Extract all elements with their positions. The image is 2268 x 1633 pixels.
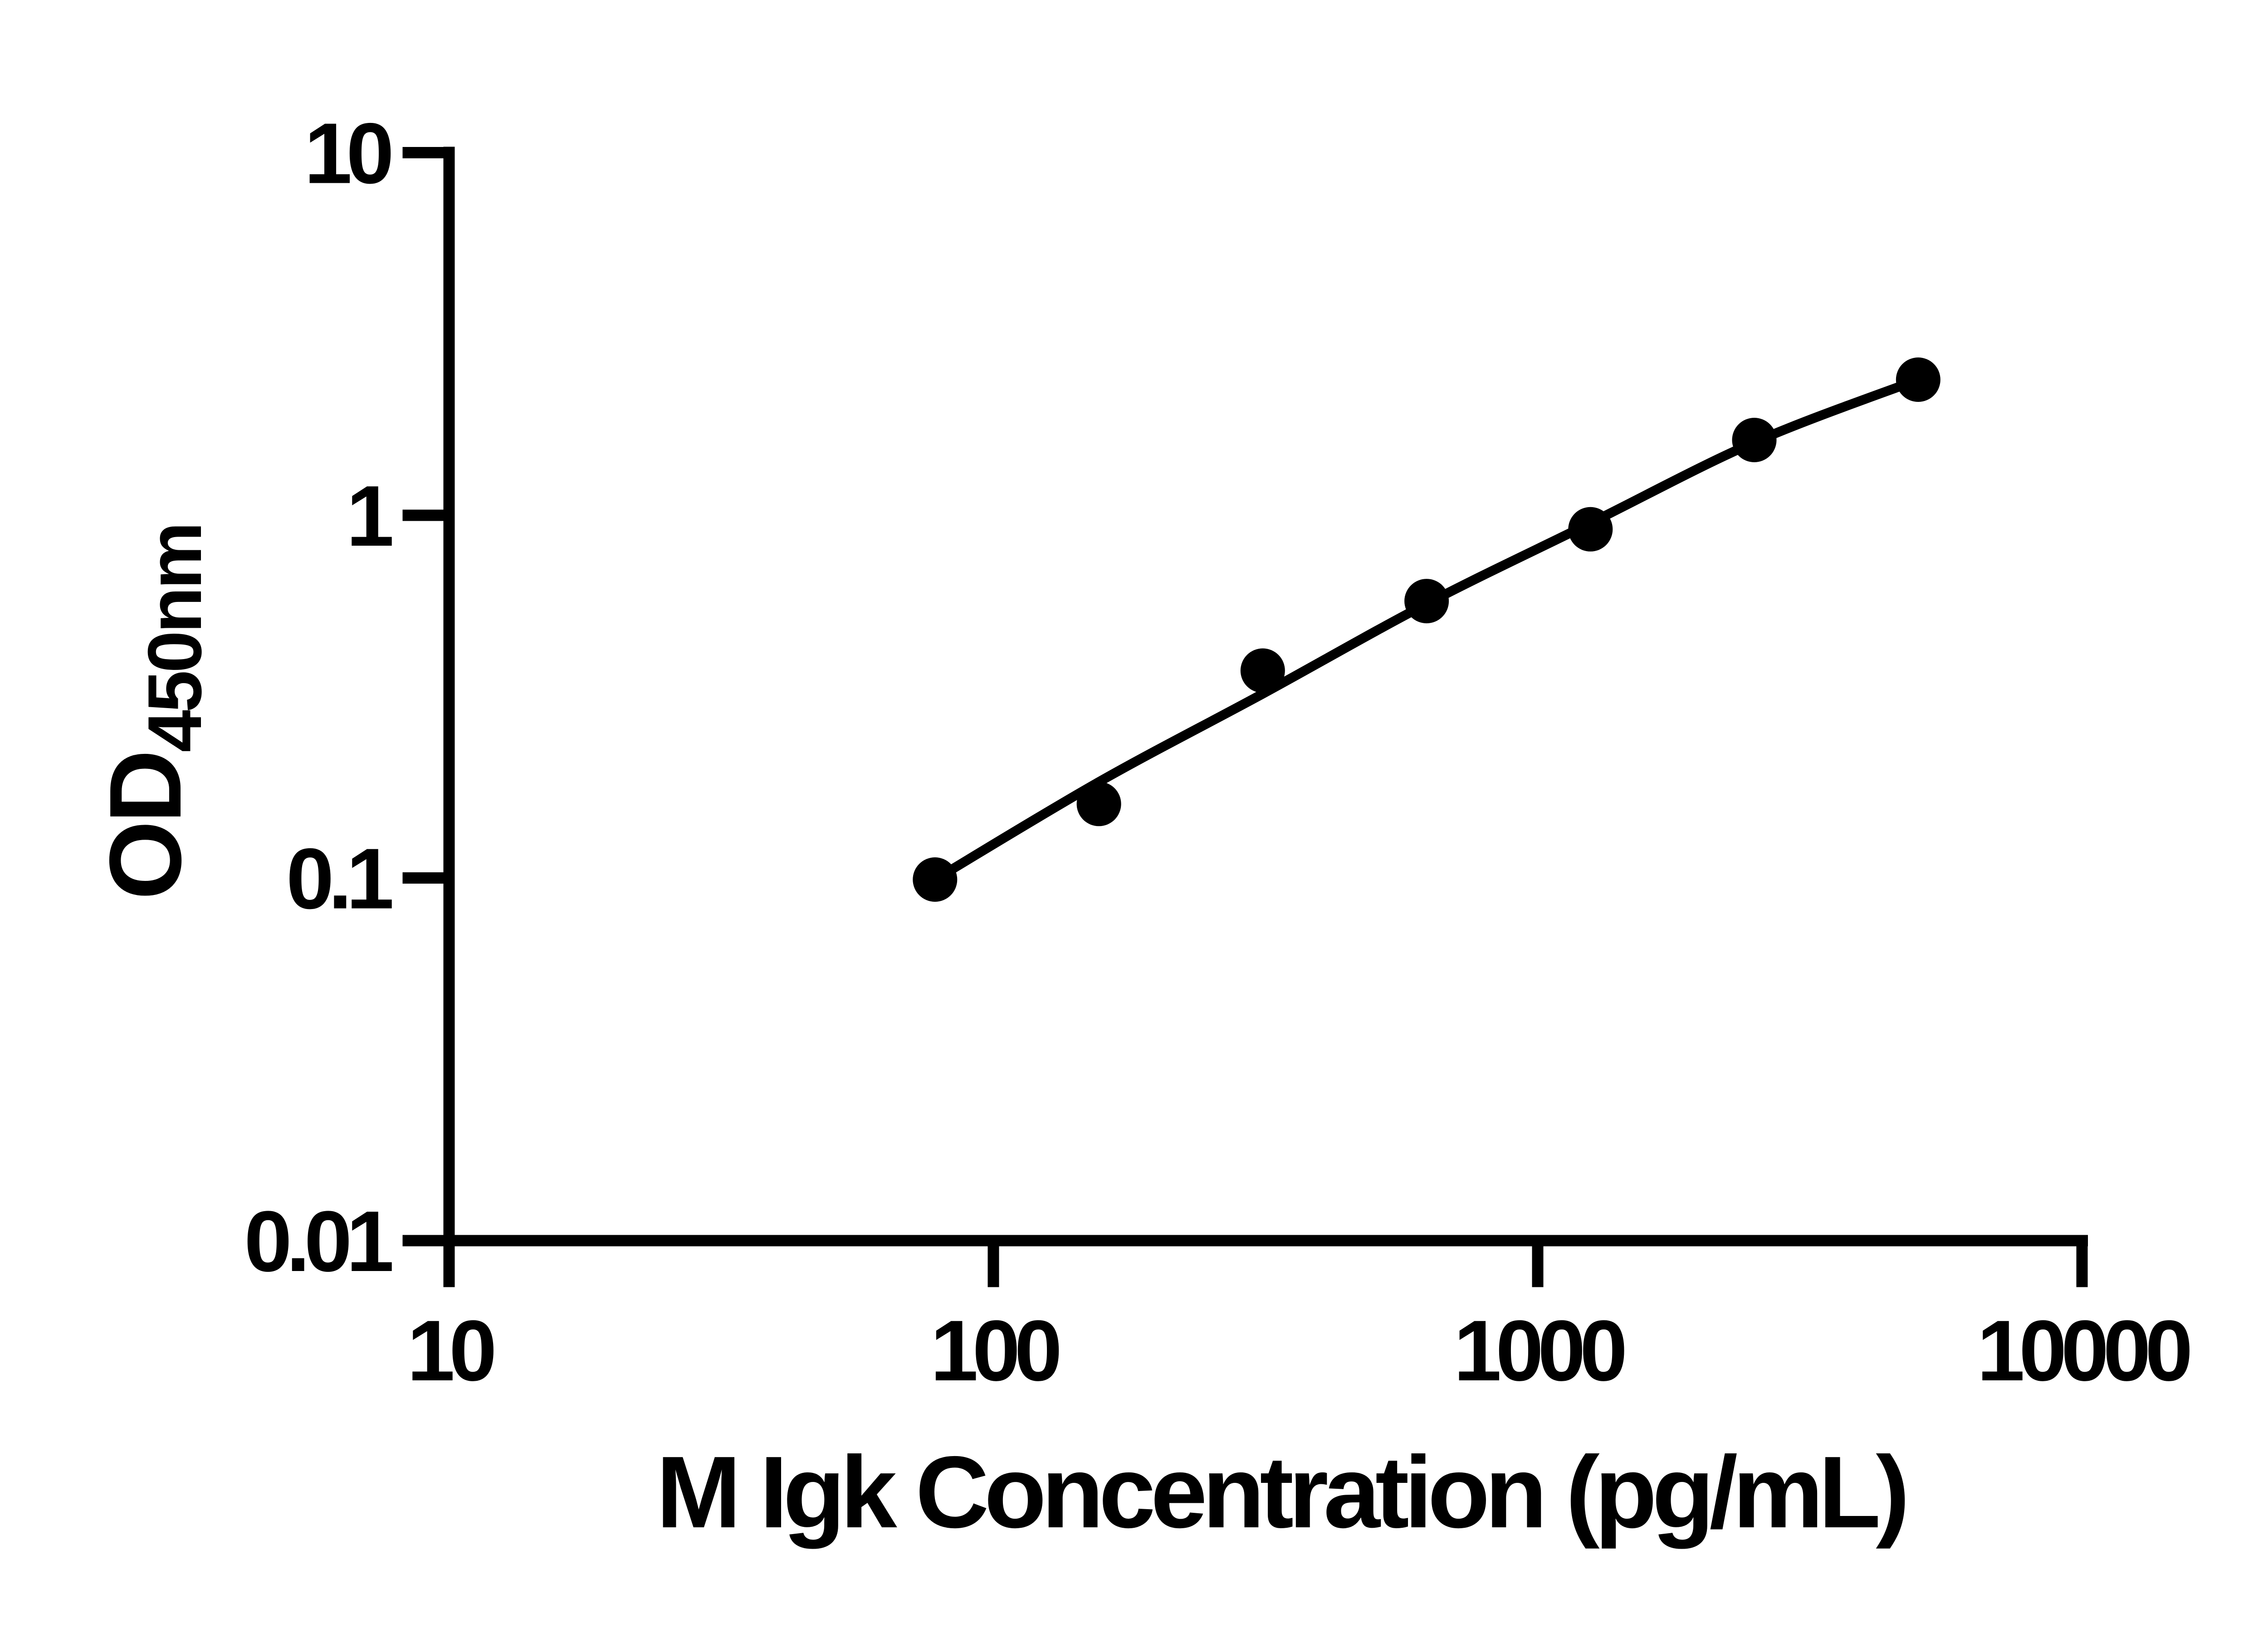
data-point-marker [913,857,958,902]
y-tick-label: 1 [346,468,392,564]
x-tick-label: 100 [930,1303,1059,1399]
data-point-marker [1896,357,1941,402]
data-point-marker [1240,648,1285,693]
y-tick-label: 0.01 [244,1193,392,1290]
data-point-marker [1568,507,1613,552]
data-point-marker [1732,418,1777,462]
x-tick-label: 1000 [1454,1303,1624,1399]
data-points [913,357,1941,902]
y-axis-title-main: OD [88,752,202,900]
y-axis-title-subscript: 450nm [132,524,217,752]
x-axis-ticks [443,1241,2088,1287]
y-tick-label: 10 [304,106,391,202]
x-axis-title: M Igk Concentration (pg/mL) [656,1435,1905,1549]
y-axis-tick-labels: 10 1 0.1 0.01 [244,106,398,1290]
x-tick-label: 10 [407,1303,494,1399]
x-axis-tick-labels: 10 100 1000 10000 [407,1303,2195,1399]
data-point-marker [1404,579,1449,624]
y-axis-ticks [402,147,449,1247]
data-point-marker [1076,782,1121,826]
x-tick-label: 10000 [1977,1303,2190,1399]
y-tick-label: 0.1 [286,831,392,927]
y-axis-title: OD450nm [88,524,217,900]
